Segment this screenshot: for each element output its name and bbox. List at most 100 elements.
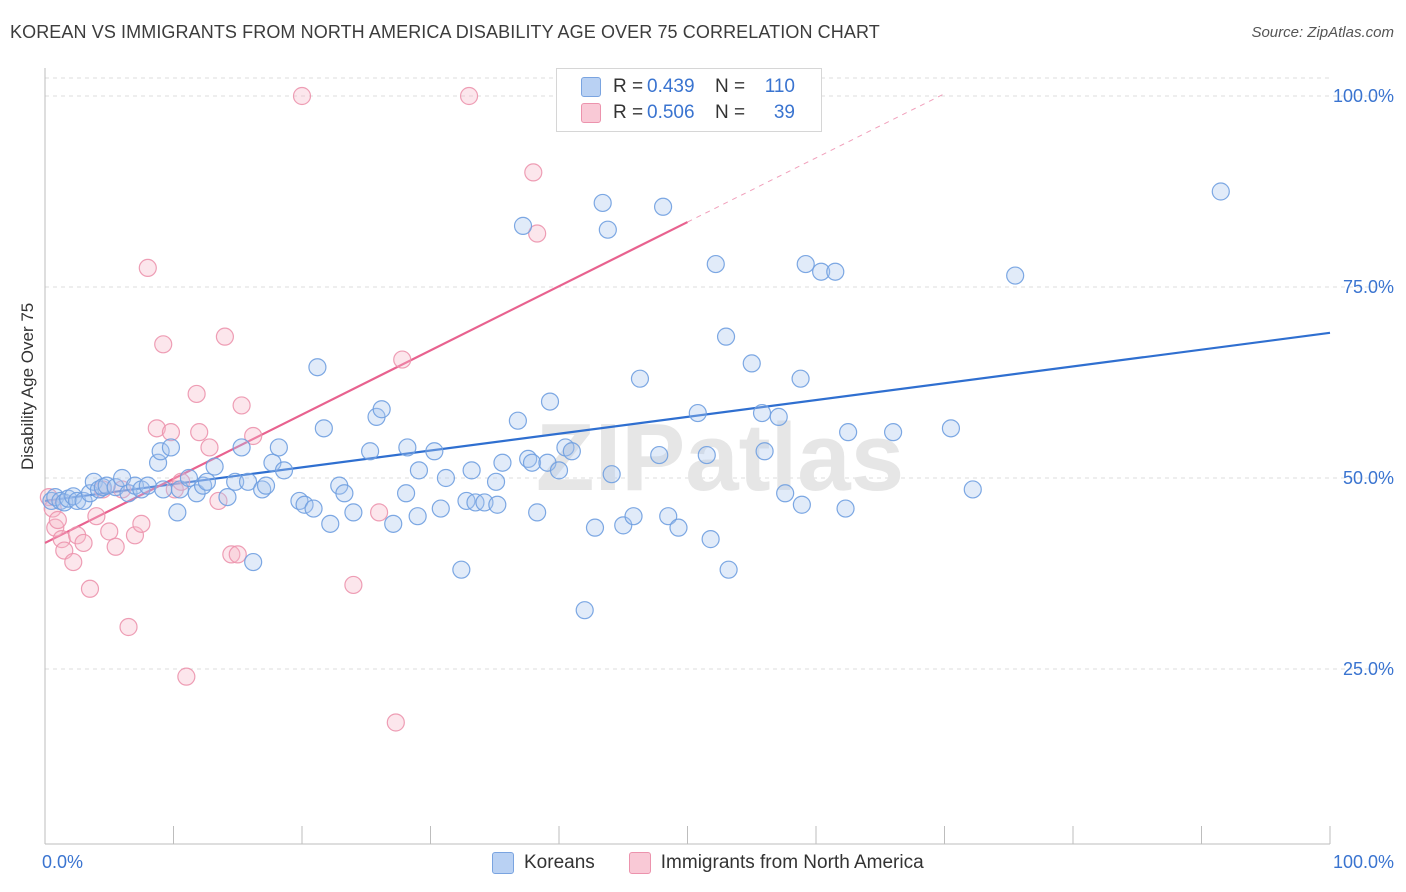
point-koreans: [836, 499, 855, 518]
n-value: 110: [764, 76, 795, 97]
point-koreans: [269, 438, 288, 457]
point-immigrants: [200, 438, 219, 457]
point-koreans: [839, 423, 858, 442]
n-label: N =: [715, 102, 746, 123]
point-immigrants: [459, 86, 479, 106]
point-koreans: [431, 499, 450, 518]
x-tick-0: 0.0%: [42, 852, 84, 872]
point-koreans: [941, 419, 961, 438]
point-koreans: [796, 254, 815, 274]
point-koreans: [716, 327, 736, 346]
point-koreans: [742, 354, 761, 373]
point-koreans: [384, 514, 403, 533]
point-koreans: [197, 472, 217, 491]
point-koreans: [513, 216, 533, 235]
point-koreans: [457, 491, 476, 511]
point-koreans: [826, 262, 845, 281]
point-koreans: [653, 197, 673, 216]
point-immigrants: [125, 526, 145, 545]
x-tick-100: 100.0%: [1332, 852, 1394, 872]
point-koreans: [769, 407, 788, 426]
point-koreans: [963, 480, 982, 499]
point-immigrants: [138, 258, 157, 277]
point-koreans: [256, 476, 276, 495]
point-immigrants: [215, 327, 234, 346]
point-immigrants: [74, 533, 93, 553]
point-koreans: [575, 601, 594, 620]
y-tick-100: 100.0%: [1332, 86, 1394, 106]
grid-lines: [45, 77, 1390, 670]
point-koreans: [719, 560, 738, 579]
point-koreans: [624, 507, 643, 526]
point-koreans: [1211, 182, 1230, 201]
point-koreans: [614, 516, 633, 535]
y-tick-75: 75.0%: [1342, 277, 1394, 297]
point-koreans: [232, 438, 251, 457]
point-immigrants: [161, 423, 181, 442]
point-koreans: [321, 514, 340, 533]
point-koreans: [1006, 266, 1025, 285]
point-koreans: [187, 484, 206, 503]
point-immigrants: [64, 552, 83, 572]
point-immigrants: [119, 617, 138, 637]
point-immigrants: [187, 384, 206, 404]
point-immigrants: [80, 579, 100, 598]
point-koreans: [274, 461, 294, 480]
point-koreans: [335, 484, 354, 503]
koreans-swatch: [492, 852, 514, 874]
points-immigrants: [39, 86, 547, 732]
n-label: N =: [715, 76, 746, 97]
point-koreans: [344, 503, 363, 522]
point-immigrants: [524, 163, 543, 182]
point-immigrants: [177, 667, 196, 686]
point-koreans: [409, 461, 429, 480]
point-immigrants: [52, 530, 71, 549]
point-immigrants: [209, 491, 228, 511]
trend-lines: [44, 93, 1331, 544]
trend-line-koreans: [44, 331, 1331, 503]
point-koreans: [883, 423, 903, 442]
legend-immigrants-label: Immigrants from North America: [660, 852, 924, 873]
point-koreans: [408, 507, 427, 526]
point-koreans: [179, 468, 199, 488]
trend-line-extension: [687, 93, 945, 223]
point-koreans: [602, 465, 621, 484]
point-koreans: [304, 499, 323, 518]
points-koreans: [42, 182, 1230, 620]
point-koreans: [697, 445, 716, 465]
point-koreans: [549, 461, 569, 480]
immigrants-swatch: [581, 103, 601, 123]
point-koreans: [812, 262, 831, 281]
axes: [44, 68, 1331, 845]
point-immigrants: [244, 426, 263, 446]
point-koreans: [425, 442, 444, 461]
point-koreans: [372, 400, 391, 419]
point-immigrants: [100, 522, 119, 541]
n-value: 39: [773, 102, 795, 123]
legend-koreans-label: Koreans: [524, 852, 595, 873]
trend-line-immigrants: [44, 221, 688, 544]
point-koreans: [593, 193, 612, 213]
r-label: R =: [613, 102, 644, 123]
point-koreans: [508, 411, 527, 430]
point-koreans: [396, 484, 416, 503]
point-koreans: [706, 254, 725, 274]
immigrants-swatch: [628, 852, 651, 874]
point-koreans: [168, 503, 187, 522]
point-koreans: [154, 480, 173, 499]
point-immigrants: [393, 350, 412, 369]
point-koreans: [74, 491, 93, 511]
point-koreans: [669, 518, 688, 537]
point-koreans: [308, 358, 327, 377]
point-koreans: [314, 419, 333, 438]
point-koreans: [650, 445, 669, 465]
point-immigrants: [43, 499, 62, 518]
chart-title: KOREAN VS IMMIGRANTS FROM NORTH AMERICA …: [10, 22, 880, 42]
point-koreans: [585, 518, 605, 537]
point-koreans: [752, 403, 772, 423]
point-koreans: [776, 484, 795, 503]
point-koreans: [462, 461, 481, 480]
r-value: 0.506: [647, 102, 695, 123]
point-koreans: [562, 442, 581, 461]
source-label: Source: ZipAtlas.com: [1251, 24, 1394, 41]
